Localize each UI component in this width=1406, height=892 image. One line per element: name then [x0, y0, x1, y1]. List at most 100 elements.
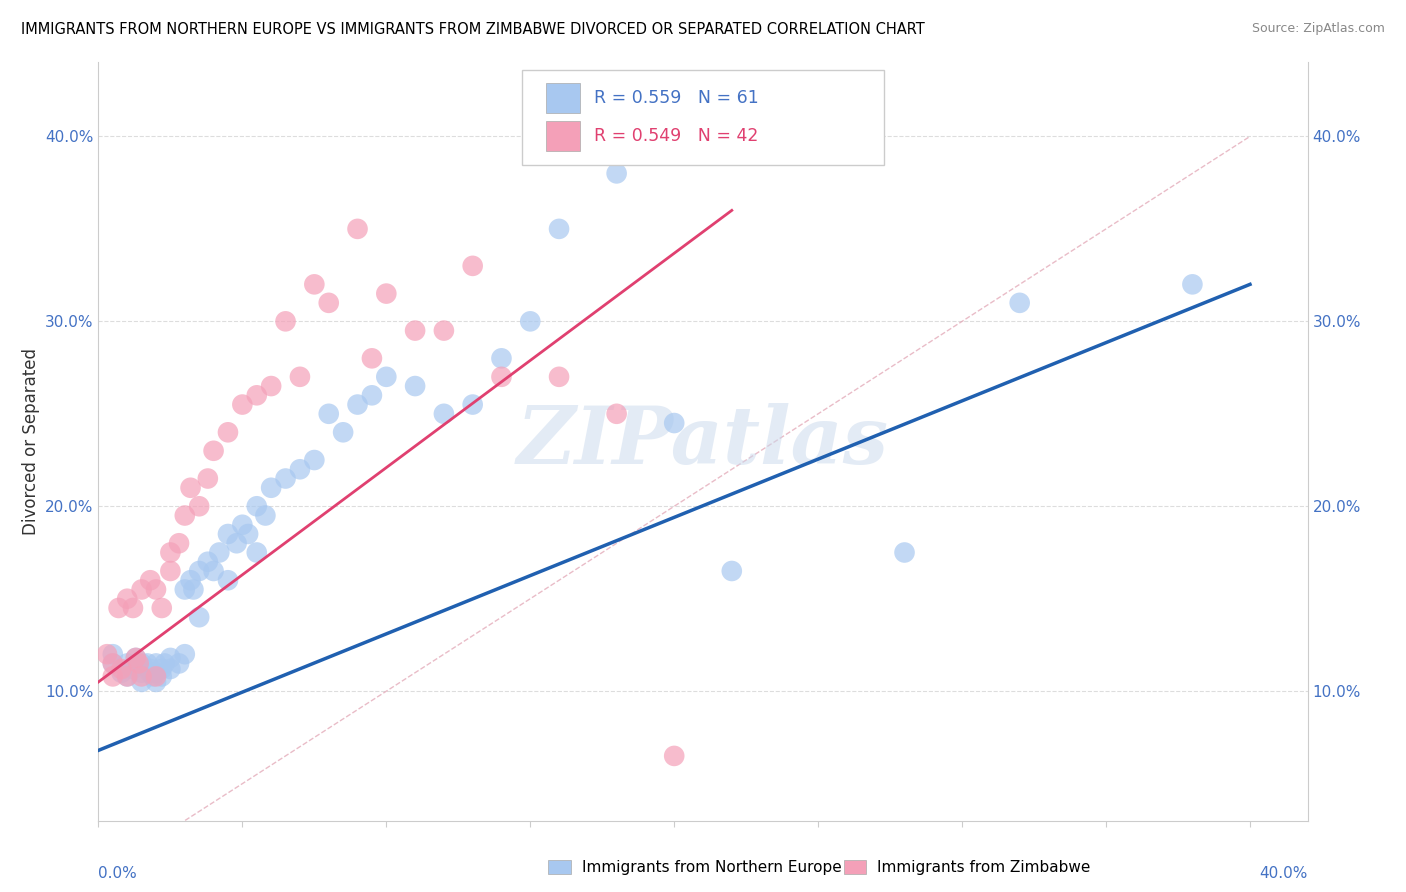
- Point: [101, 657, 124, 671]
- Point: [101, 647, 124, 661]
- Point: [260, 481, 283, 495]
- Point: [231, 517, 253, 532]
- Point: [404, 324, 426, 338]
- Point: [115, 591, 138, 606]
- Point: [125, 651, 148, 665]
- Point: [346, 222, 368, 236]
- Point: [110, 665, 132, 680]
- Point: [115, 657, 138, 671]
- Point: [122, 601, 145, 615]
- Point: [433, 407, 456, 421]
- Point: [183, 582, 205, 597]
- Point: [150, 669, 173, 683]
- Point: [188, 564, 211, 578]
- Point: [197, 555, 219, 569]
- Point: [159, 651, 181, 665]
- Point: [139, 662, 162, 676]
- Point: [893, 545, 915, 559]
- Point: [128, 657, 150, 671]
- Point: [101, 669, 124, 683]
- Point: [288, 369, 311, 384]
- Point: [153, 657, 176, 671]
- Point: [304, 277, 326, 292]
- Text: Source: ZipAtlas.com: Source: ZipAtlas.com: [1251, 22, 1385, 36]
- Point: [274, 471, 297, 485]
- Point: [159, 662, 181, 676]
- Point: [404, 379, 426, 393]
- Point: [167, 657, 190, 671]
- Point: [173, 582, 195, 597]
- Point: [491, 351, 513, 366]
- Point: [131, 675, 153, 690]
- FancyBboxPatch shape: [546, 83, 579, 113]
- Point: [173, 647, 195, 661]
- Point: [231, 398, 253, 412]
- Point: [433, 324, 456, 338]
- Point: [491, 369, 513, 384]
- Point: [225, 536, 247, 550]
- Point: [115, 669, 138, 683]
- Point: [361, 351, 384, 366]
- Point: [131, 669, 153, 683]
- Text: 0.0%: 0.0%: [98, 866, 138, 881]
- Point: [202, 443, 225, 458]
- Point: [115, 669, 138, 683]
- Point: [304, 453, 326, 467]
- Point: [131, 582, 153, 597]
- Point: [173, 508, 195, 523]
- Point: [236, 527, 259, 541]
- Point: [145, 665, 167, 680]
- Text: IMMIGRANTS FROM NORTHERN EUROPE VS IMMIGRANTS FROM ZIMBABWE DIVORCED OR SEPARATE: IMMIGRANTS FROM NORTHERN EUROPE VS IMMIG…: [21, 22, 925, 37]
- Point: [274, 314, 297, 328]
- Point: [107, 601, 129, 615]
- Point: [288, 462, 311, 476]
- Point: [159, 564, 181, 578]
- FancyBboxPatch shape: [546, 120, 579, 151]
- Point: [96, 647, 118, 661]
- Point: [260, 379, 283, 393]
- Point: [136, 657, 159, 671]
- Point: [375, 286, 398, 301]
- Point: [519, 314, 541, 328]
- Point: [208, 545, 231, 559]
- Point: [332, 425, 354, 440]
- FancyBboxPatch shape: [548, 860, 571, 874]
- Point: [180, 573, 202, 587]
- Point: [145, 657, 167, 671]
- Point: [167, 536, 190, 550]
- FancyBboxPatch shape: [522, 70, 884, 165]
- Point: [246, 388, 269, 402]
- Point: [461, 259, 484, 273]
- Point: [720, 564, 742, 578]
- Point: [145, 675, 167, 690]
- Text: Immigrants from Zimbabwe: Immigrants from Zimbabwe: [877, 860, 1091, 874]
- Point: [150, 662, 173, 676]
- Point: [139, 665, 162, 680]
- Point: [1008, 296, 1031, 310]
- Point: [142, 669, 165, 683]
- Point: [346, 398, 368, 412]
- Point: [361, 388, 384, 402]
- Point: [125, 651, 148, 665]
- Y-axis label: Divorced or Separated: Divorced or Separated: [22, 348, 41, 535]
- Point: [461, 398, 484, 412]
- Point: [217, 425, 239, 440]
- Point: [150, 601, 173, 615]
- Point: [159, 545, 181, 559]
- Point: [318, 407, 340, 421]
- Point: [180, 481, 202, 495]
- Point: [375, 369, 398, 384]
- Point: [145, 582, 167, 597]
- FancyBboxPatch shape: [844, 860, 866, 874]
- Point: [606, 407, 628, 421]
- Point: [131, 665, 153, 680]
- Point: [122, 662, 145, 676]
- Point: [110, 662, 132, 676]
- Point: [101, 657, 124, 671]
- Point: [145, 669, 167, 683]
- Point: [254, 508, 277, 523]
- Point: [202, 564, 225, 578]
- Text: Immigrants from Northern Europe: Immigrants from Northern Europe: [582, 860, 842, 874]
- Point: [664, 416, 686, 430]
- Text: 40.0%: 40.0%: [1260, 866, 1308, 881]
